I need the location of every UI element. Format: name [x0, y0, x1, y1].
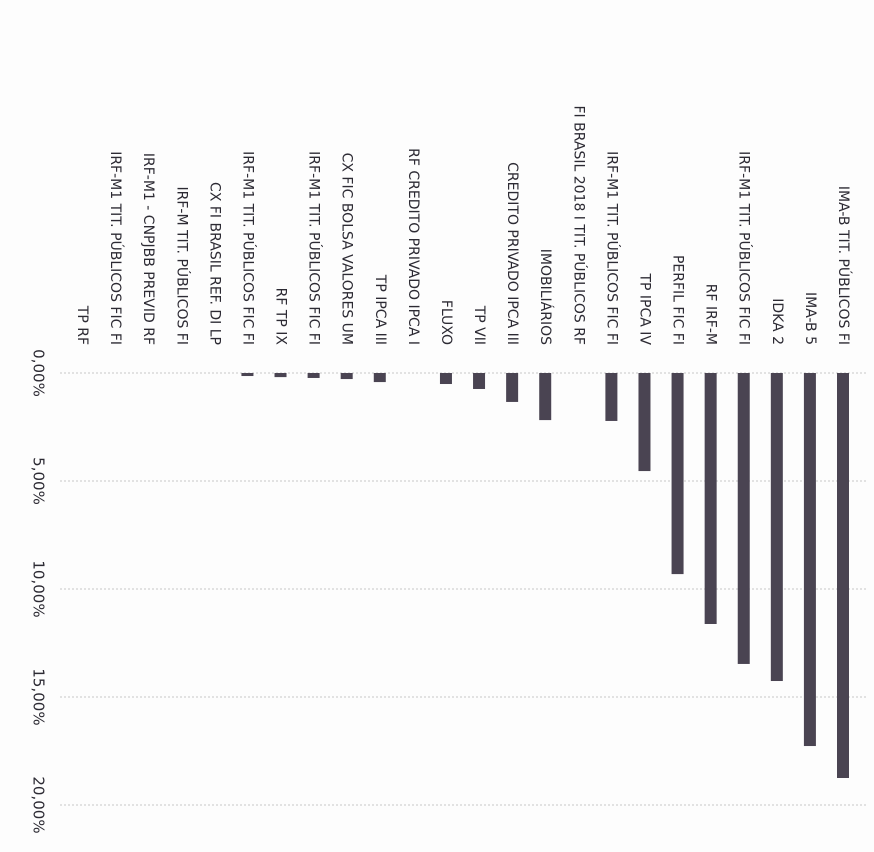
y-tick-label: 0,00%: [30, 349, 48, 397]
x-tick-label: IRF-M1 TIT. PÚBLICOS FIC FI: [306, 151, 324, 345]
x-tick-label: CX FI BRASIL REF. DI LP: [206, 182, 222, 345]
bar: [671, 373, 684, 575]
x-tick-label: RF TP IX: [273, 288, 289, 346]
bar: [704, 373, 717, 624]
x-tick-label: TP RF: [74, 305, 90, 345]
x-tick-label: IRF-M1 TIT. PÚBLICOS FIC FI: [239, 151, 257, 345]
x-tick-label: IRF-M1 TIT. PÚBLICOS FIC FI: [603, 151, 621, 345]
bar: [506, 373, 519, 402]
bar: [803, 373, 816, 747]
y-tick-label: 10,00%: [30, 560, 48, 617]
x-tick-label: CX FIC BOLSA VALORES UM: [339, 153, 355, 345]
bar: [473, 373, 486, 389]
x-tick-label: CREDITO PRIVADO IPCA III: [504, 162, 520, 345]
bar: [737, 373, 750, 664]
bar: [241, 373, 254, 377]
x-tick-label: RF CREDITO PRIVADO IPCA I: [405, 148, 421, 345]
x-tick-label: IMA-B 5: [802, 292, 818, 345]
bar: [770, 373, 783, 682]
x-tick-label: IRF-M1 - CNPJBB PREVID RF: [140, 153, 156, 345]
x-tick-label: TP IPCA IV: [636, 272, 652, 345]
x-tick-label: IMOBILIÁRIOS: [537, 249, 554, 345]
x-tick-label: FLUXO: [438, 300, 454, 345]
y-tick-label: 5,00%: [30, 457, 48, 505]
bar: [340, 373, 353, 380]
x-tick-label: IMA-B TIT. PÚBLICOS FI: [835, 186, 853, 345]
x-tick-label: FI BRASIL 2018 I TIT. PÚBLICOS RF: [570, 105, 588, 345]
x-tick-label: PERFIL FIC FI: [670, 255, 686, 345]
x-tick-label: TP IPCA III: [372, 274, 388, 345]
x-tick-label: IRF-M TIT. PÚBLICOS FI: [173, 187, 191, 346]
x-tick-label: RF IRF-M: [703, 284, 719, 345]
bar: [307, 373, 320, 378]
x-tick-label: IRF-M1 TIT. PÚBLICOS FIC FI: [736, 151, 754, 345]
x-tick-label: IDKA 2: [769, 298, 785, 345]
bar: [539, 373, 552, 421]
x-tick-label: TP VII: [471, 305, 487, 345]
bar: [439, 373, 452, 385]
bar: [274, 373, 287, 378]
y-tick-label: 15,00%: [30, 668, 48, 725]
bar: [638, 373, 651, 472]
bar: [605, 373, 618, 421]
bar: [837, 373, 849, 778]
x-tick-label: IRF-M1 TIT. PÚBLICOS FIC FI: [107, 151, 125, 345]
y-tick-label: 20,00%: [30, 776, 48, 833]
bar: [373, 373, 386, 383]
